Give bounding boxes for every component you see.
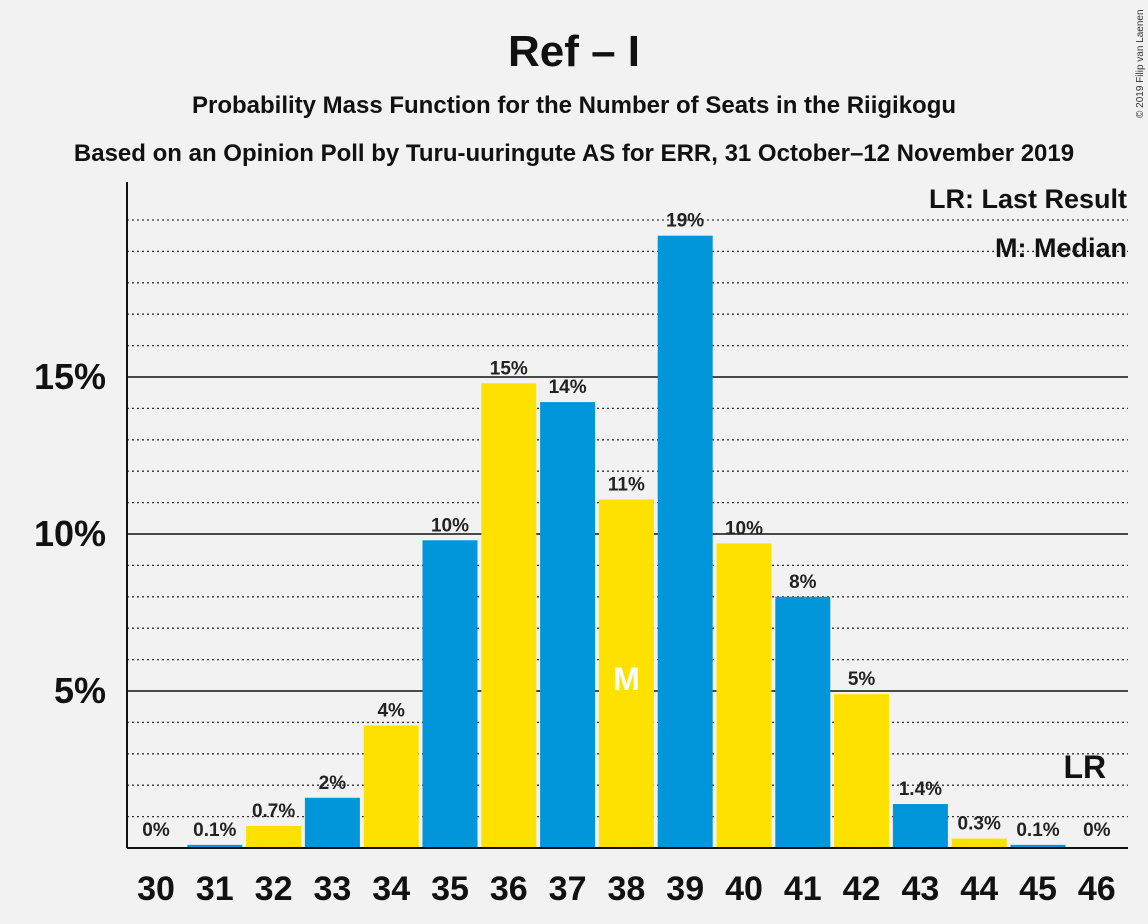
bar-32: [246, 826, 302, 848]
data-label: 4%: [377, 701, 405, 722]
x-tick-label: 44: [960, 870, 998, 908]
data-label: 1.4%: [899, 779, 942, 800]
chart-title: Ref – I: [508, 27, 640, 76]
data-label: 0.1%: [1016, 820, 1059, 841]
x-tick-label: 31: [196, 870, 234, 908]
bar-45: [1010, 844, 1066, 848]
x-tick-label: 42: [843, 870, 881, 908]
x-tick-label: 33: [313, 870, 351, 908]
y-tick-label: 15%: [34, 356, 106, 397]
bar-37: [540, 402, 596, 848]
bar-36: [481, 383, 537, 848]
x-tick-label: 35: [431, 870, 469, 908]
legend-median: M: Median: [995, 233, 1127, 263]
data-label: 5%: [848, 669, 876, 690]
x-tick-label: 40: [725, 870, 763, 908]
legend-last-result: LR: Last Result: [929, 184, 1127, 214]
last-result-marker: LR: [1063, 749, 1106, 785]
x-tick-label: 32: [255, 870, 293, 908]
data-label: 19%: [666, 211, 704, 232]
x-tick-label: 39: [666, 870, 704, 908]
bar-42: [834, 694, 890, 848]
x-tick-label: 34: [372, 870, 410, 908]
data-label: 11%: [608, 474, 645, 495]
y-tick-label: 10%: [34, 513, 106, 554]
data-label: 10%: [725, 518, 763, 539]
data-label: 0.7%: [252, 801, 295, 822]
x-tick-label: 36: [490, 870, 528, 908]
bar-35: [422, 540, 478, 848]
data-label: 0.1%: [193, 820, 236, 841]
copyright-note: © 2019 Filip van Laenen: [1135, 9, 1146, 118]
data-label: 0.3%: [958, 814, 1001, 835]
x-tick-label: 43: [901, 870, 939, 908]
bar-33: [304, 797, 360, 848]
data-label: 8%: [789, 572, 817, 593]
y-axis-tick-labels: 5% 10% 15%: [34, 356, 106, 711]
data-label: 15%: [490, 358, 528, 379]
bar-31: [187, 844, 243, 848]
data-label: 0%: [1083, 820, 1111, 841]
bar-41: [775, 596, 831, 848]
bar-34: [363, 725, 419, 848]
x-tick-label: 41: [784, 870, 822, 908]
bar-39: [657, 235, 713, 848]
data-label: 14%: [549, 377, 587, 398]
bar-44: [951, 838, 1007, 848]
y-tick-label: 5%: [54, 670, 106, 711]
bar-40: [716, 543, 772, 848]
chart-subtitle-source: Based on an Opinion Poll by Turu-uuringu…: [74, 140, 1074, 167]
bar-43: [892, 804, 948, 848]
data-labels: 0% 0.1% 0.7% 2% 4% 10% 15% 14% 11% 19% 10% 8% 5% 1.4%…: [142, 211, 1110, 841]
x-axis-tick-labels: 30 31 32 33 34 35 36 37 38 39 40 41 42 43 44 45 46: [137, 870, 1116, 908]
x-tick-label: 30: [137, 870, 175, 908]
bars: [187, 235, 1066, 848]
x-tick-label: 45: [1019, 870, 1057, 908]
x-tick-label: 37: [549, 870, 587, 908]
data-label: 10%: [431, 515, 469, 536]
x-tick-label: 38: [607, 870, 645, 908]
bar-38: [598, 499, 654, 848]
data-label: 0%: [142, 820, 170, 841]
x-tick-label: 46: [1078, 870, 1116, 908]
data-label: 2%: [319, 773, 347, 794]
chart-subtitle: Probability Mass Function for the Number…: [192, 92, 956, 119]
median-marker: M: [613, 661, 640, 697]
